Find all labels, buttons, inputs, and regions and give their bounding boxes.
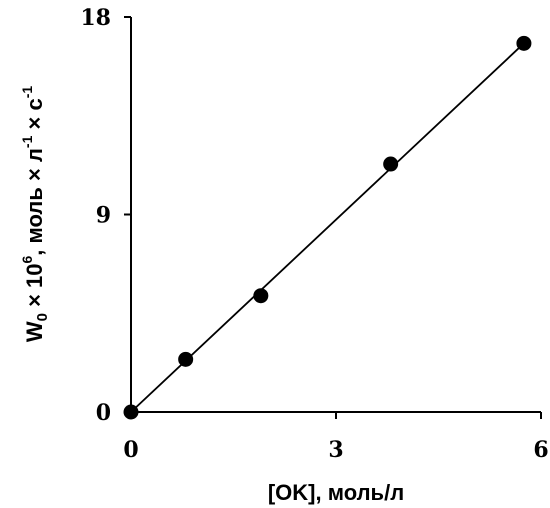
data-point [383, 156, 399, 172]
y-axis-title-exp6: 6 [19, 256, 35, 264]
y-axis-title-units: , моль × л [22, 148, 47, 256]
ticks-layer: 0 3 6 0 9 18 [80, 5, 548, 463]
y-axis-title-exp-l: -1 [19, 135, 35, 148]
y-tick-label: 9 [96, 203, 111, 229]
x-tick-label: 6 [533, 437, 548, 463]
x-axis-title: [OK], моль/л [268, 480, 404, 505]
y-axis-title-times-s: × с [22, 98, 47, 135]
y-axis-title-times: × 10 [22, 264, 47, 314]
x-tick-label: 3 [328, 437, 343, 463]
fit-line [130, 42, 525, 413]
data-point [516, 35, 532, 51]
fit-layer [130, 42, 525, 413]
points-layer [123, 35, 532, 420]
y-tick-label: 18 [80, 5, 111, 31]
data-point [178, 351, 194, 367]
y-axis-title-subscript: 0 [34, 313, 51, 321]
data-point [253, 288, 269, 304]
y-tick-label: 0 [96, 400, 111, 426]
y-axis-title-w: W [22, 321, 47, 342]
y-axis-title-exp-s: -1 [19, 86, 35, 99]
data-point [123, 404, 139, 420]
x-tick-label: 0 [123, 437, 138, 463]
y-axis-title: W0 × 106, моль × л-1 × с-1 [19, 86, 51, 343]
